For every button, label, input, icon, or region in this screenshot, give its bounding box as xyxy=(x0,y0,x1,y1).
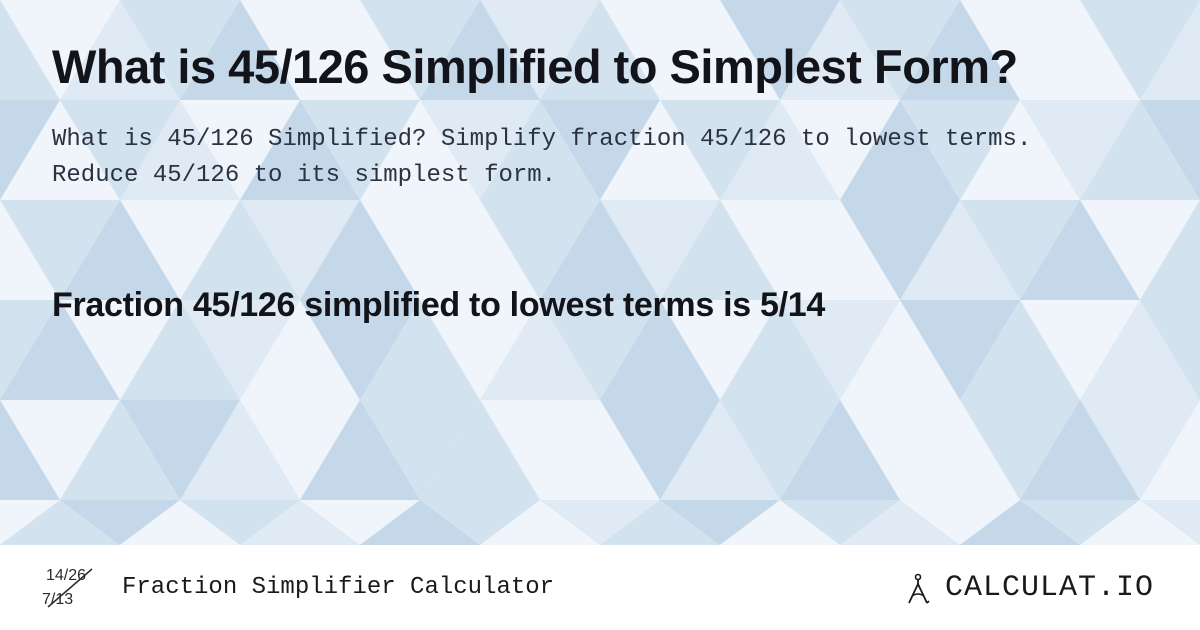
tool-name: Fraction Simplifier Calculator xyxy=(122,574,554,601)
compass-icon xyxy=(901,571,935,605)
footer-left: 14/26 7/13 Fraction Simplifier Calculato… xyxy=(40,567,554,609)
brand-text: CALCULAT.IO xyxy=(945,571,1154,605)
brand: CALCULAT.IO xyxy=(901,571,1154,605)
fraction-simplifier-icon: 14/26 7/13 xyxy=(40,567,100,609)
footer-bar: 14/26 7/13 Fraction Simplifier Calculato… xyxy=(0,545,1200,630)
main-content: What is 45/126 Simplified to Simplest Fo… xyxy=(0,0,1200,545)
page-answer: Fraction 45/126 simplified to lowest ter… xyxy=(52,284,1132,327)
page-description: What is 45/126 Simplified? Simplify frac… xyxy=(52,122,1132,194)
page-title: What is 45/126 Simplified to Simplest Fo… xyxy=(52,40,1148,94)
